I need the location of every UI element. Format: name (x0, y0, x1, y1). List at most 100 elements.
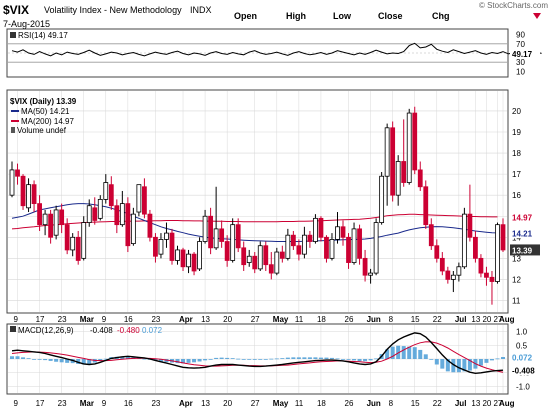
macd-hist-bar (214, 357, 219, 359)
ma200-last-label-bg (510, 211, 540, 223)
candle-body (230, 224, 236, 261)
macd-hist-bar (142, 358, 147, 360)
candle-body (450, 274, 456, 280)
rsi-last-label-bg (510, 47, 540, 59)
macd-hist-bar (158, 359, 163, 362)
macd-legend-prefix: MACD(12,26,9) (18, 326, 74, 335)
ma50-last-label-bg (510, 227, 540, 239)
candle-body (478, 257, 484, 274)
macd-hist-bar (26, 358, 31, 359)
macd-hist-bar (285, 357, 290, 359)
candle-body (257, 245, 263, 270)
macd-hist-bar (175, 359, 180, 364)
close-label: Close (378, 11, 403, 21)
macd-hist-bar (456, 359, 461, 373)
candle (64, 218, 70, 255)
candle (169, 228, 175, 265)
x-tick-label: 23 (58, 399, 67, 408)
candle (368, 268, 373, 284)
candle (37, 195, 42, 231)
candle-body (461, 213, 467, 268)
candle (428, 218, 434, 250)
candle-body (53, 209, 59, 236)
candle (279, 245, 285, 263)
low-label: Low (333, 11, 352, 21)
candle-body (500, 224, 506, 251)
candle-body (97, 198, 103, 219)
x-tick-label: 20 (223, 399, 232, 408)
candle-body (434, 245, 440, 259)
candle (340, 220, 346, 246)
macd-hist-bar (192, 359, 197, 363)
candle-body (362, 257, 368, 276)
candle (108, 176, 114, 210)
candle-body (357, 228, 362, 259)
candle-body (142, 186, 147, 215)
macd-hist-bar (434, 359, 439, 365)
price-tick-label: 20 (512, 107, 521, 116)
macd-hist-bar (43, 359, 48, 361)
candle-body (191, 253, 197, 272)
chart-symbol: $VIX (3, 3, 29, 17)
rsi-plot (8, 42, 542, 63)
candle-body (252, 255, 258, 270)
macd-hist-bar (10, 356, 14, 359)
candle-body (31, 184, 37, 205)
candle (219, 220, 225, 248)
candle (153, 233, 158, 263)
x-tick-label: 20 (223, 315, 232, 324)
x-tick-label: May (273, 315, 289, 324)
macd-hist-bar (484, 359, 489, 363)
open-label: Open (234, 11, 257, 21)
x-tick-label: 22 (433, 315, 442, 324)
macd-hist-bar (418, 349, 423, 359)
macd-hist-bar (258, 359, 263, 360)
macd-hist-bar (363, 359, 368, 362)
macd-hist-bar (37, 359, 42, 360)
macd-hist-bar (263, 359, 268, 360)
ma50-last-label-text: 14.21 (512, 229, 533, 238)
candle-body (401, 161, 407, 183)
volume-legend: Volume undef (17, 126, 67, 135)
macd-hist-bar (501, 357, 505, 359)
candle-body (307, 234, 313, 242)
candle (186, 249, 191, 274)
candle (478, 254, 484, 278)
macd-hist-bar (269, 358, 274, 360)
candle (357, 224, 362, 265)
ma200-line (11, 213, 498, 230)
candle (285, 228, 291, 261)
macd-hist-bar (324, 357, 329, 359)
x-tick-label: 26 (345, 399, 354, 408)
macd-hist-bar (21, 357, 26, 359)
candle (274, 247, 280, 276)
candle (103, 174, 109, 204)
macd-hist-bar (76, 359, 81, 364)
candle (335, 212, 340, 244)
macd-hist-bar (125, 356, 130, 359)
candle (31, 180, 37, 213)
chart-name: Volatility Index - New Methodology (44, 5, 182, 15)
candle (296, 239, 302, 261)
candle-body (346, 236, 351, 263)
candle (373, 218, 379, 276)
macd-hist-bar (445, 359, 450, 372)
candle (246, 249, 252, 267)
candle-body (175, 249, 180, 261)
candle-body (158, 239, 164, 255)
x-tick-label: Jun (367, 315, 381, 324)
candle (164, 222, 169, 248)
volume-legend-swatch (11, 127, 15, 133)
candle-body (301, 234, 307, 255)
candle-body (42, 213, 48, 226)
x-tick-label: 17 (36, 399, 45, 408)
candle-body (335, 226, 340, 240)
x-tick-label: Mar (80, 315, 94, 324)
x-tick-label: Jul (455, 399, 467, 408)
candle (390, 121, 396, 202)
candle (257, 241, 263, 271)
macd-hist-bar (15, 356, 20, 359)
rsi-last-label-text: 49.17 (512, 50, 533, 59)
candle (180, 247, 186, 271)
rsi-tick-label: 90 (516, 31, 525, 40)
